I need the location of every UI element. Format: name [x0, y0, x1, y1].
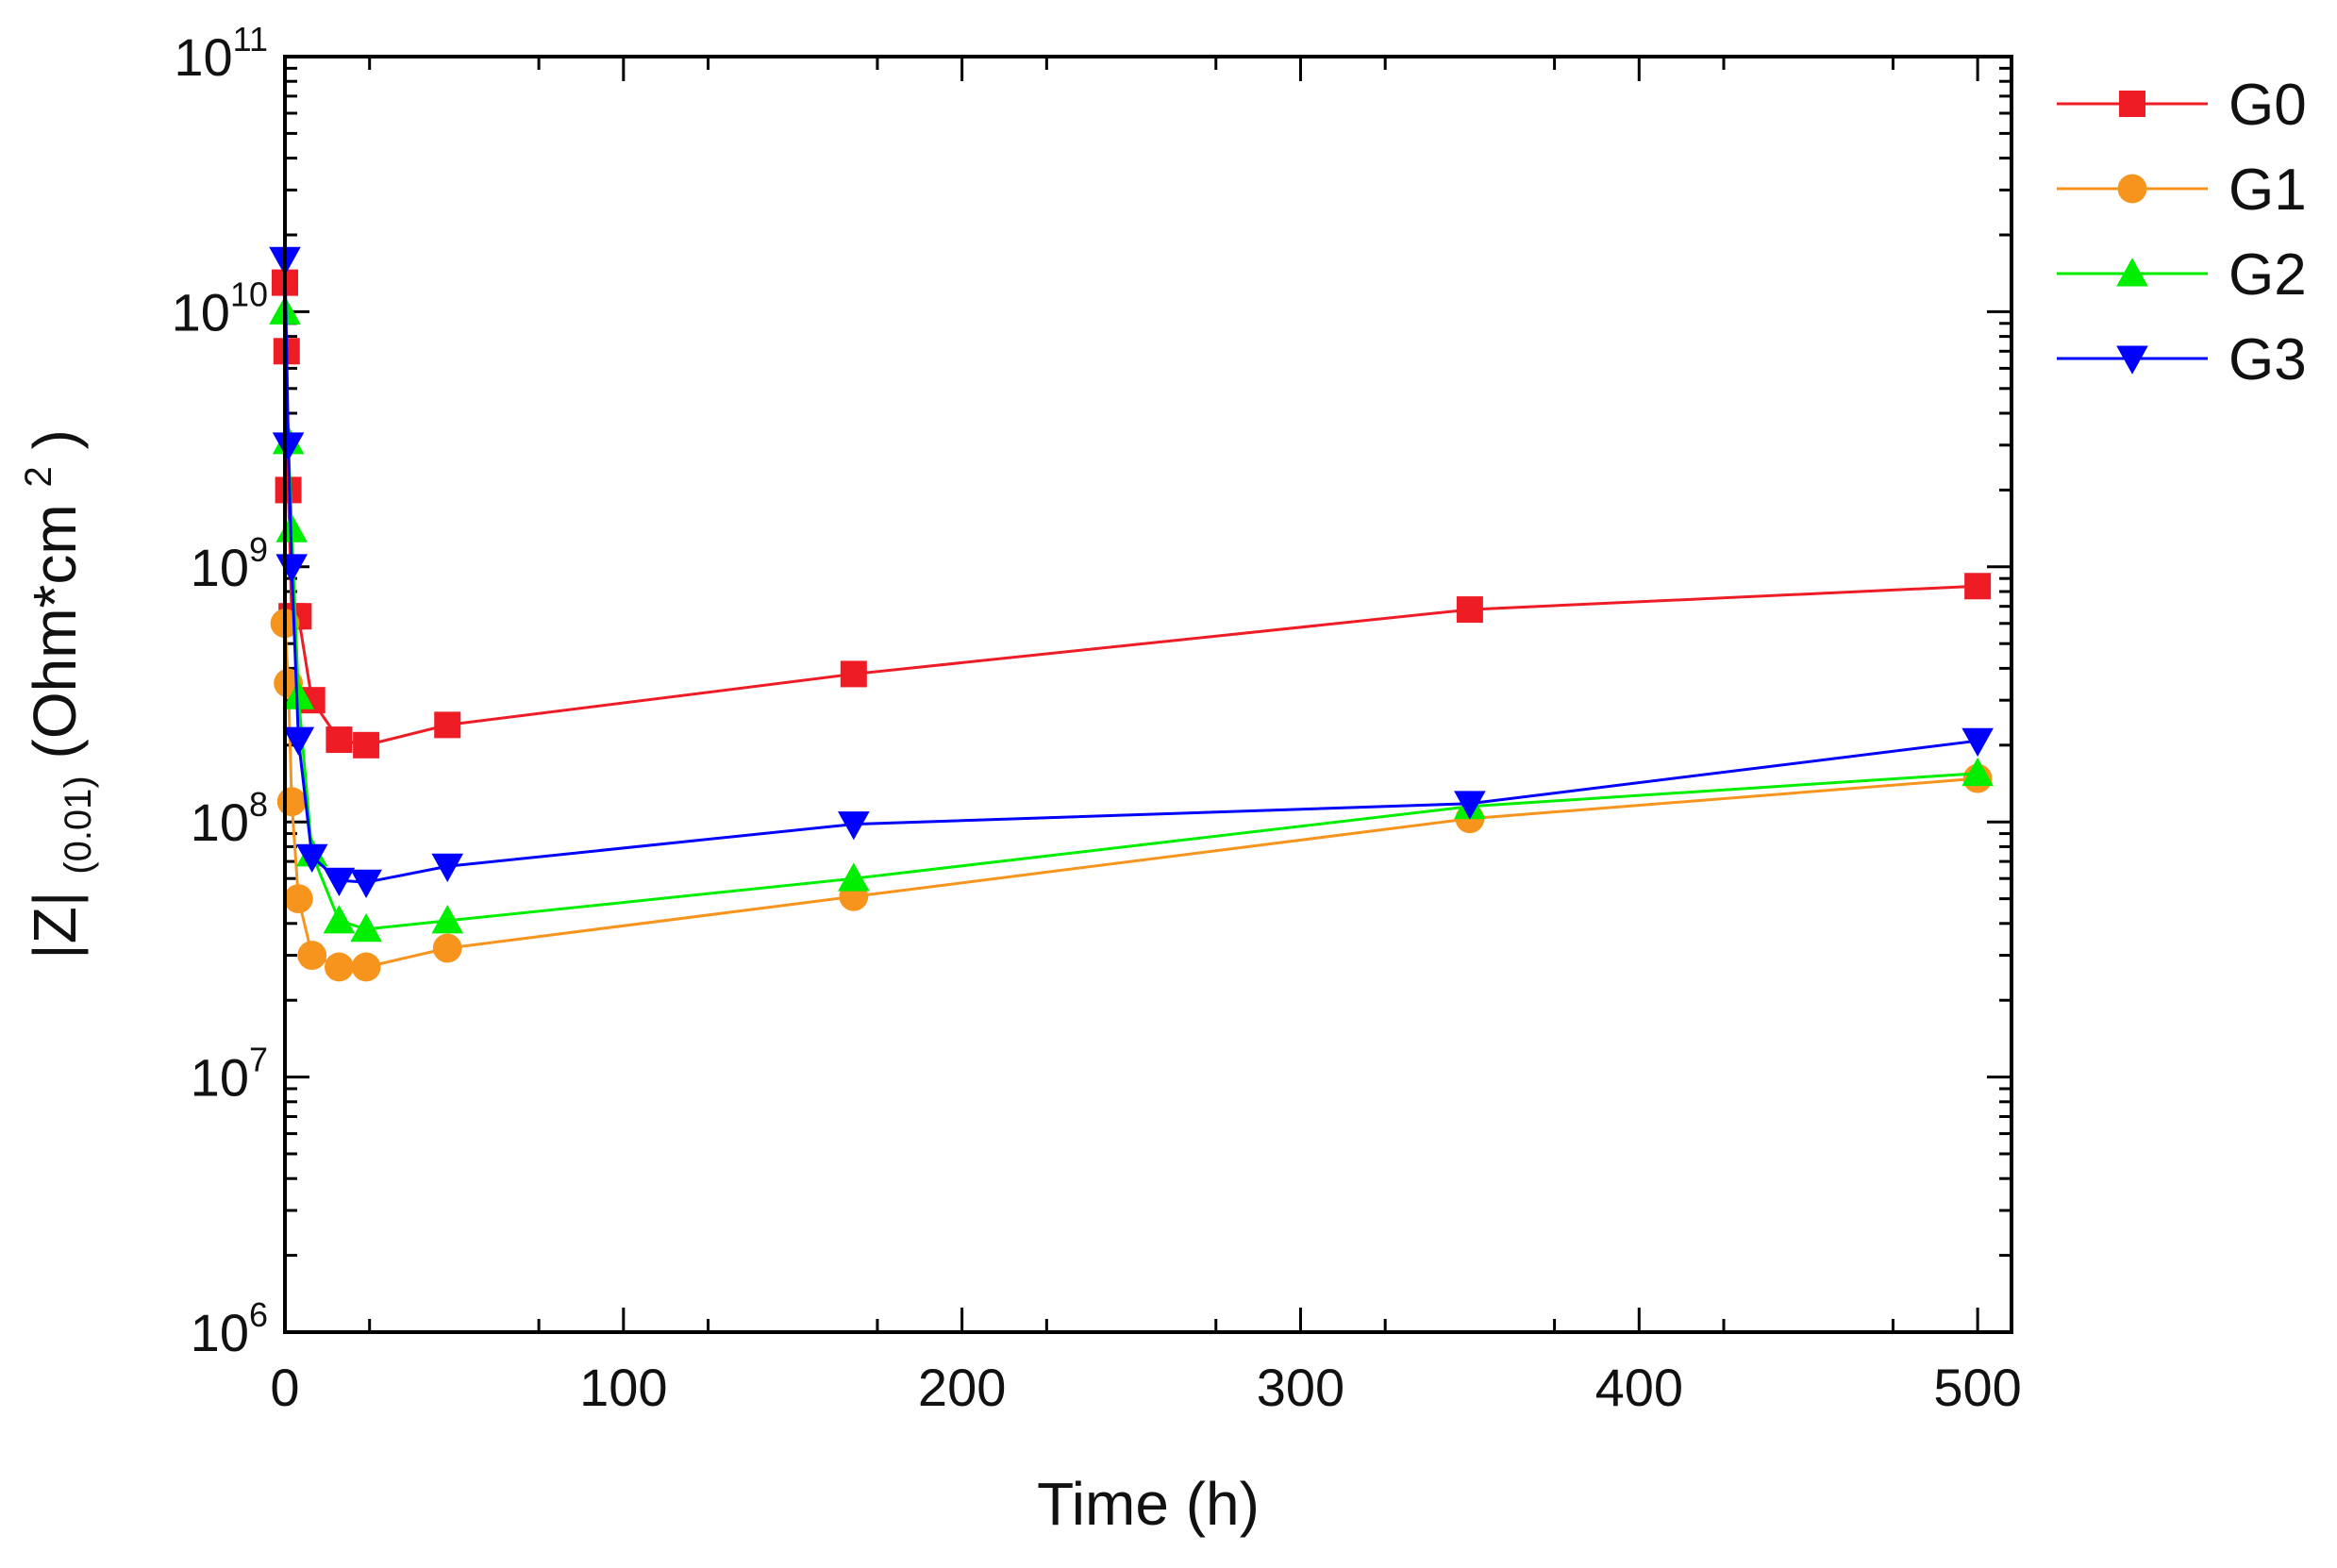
y-tick-label: 108 [191, 785, 268, 852]
data-point-G1 [351, 952, 381, 982]
y-tick-label-exponent: 8 [249, 785, 268, 824]
y-tick-label-base: 10 [191, 1303, 249, 1362]
data-point-G0 [353, 731, 380, 759]
y-tick-label-exponent: 7 [249, 1041, 268, 1079]
y-tick-label: 106 [191, 1295, 268, 1362]
data-point-G3 [350, 869, 382, 898]
y-tick-label: 1011 [174, 20, 268, 87]
data-point-G0 [1964, 573, 1992, 600]
legend-marker-G3 [2116, 345, 2148, 375]
legend-label: G0 [2228, 73, 2307, 138]
legend-label: G3 [2228, 327, 2307, 392]
y-axis-title-unit: (Ohm*cm [21, 504, 89, 759]
y-tick-label-base: 10 [191, 1048, 249, 1108]
y-tick-label: 1010 [172, 275, 268, 342]
legend-label: G1 [2228, 158, 2307, 223]
data-point-G0 [434, 711, 461, 739]
data-point-G3 [1454, 791, 1486, 820]
legend: G0 G1 G2 G3 [2057, 73, 2307, 392]
data-point-G3 [295, 843, 328, 873]
y-tick-label-exponent: 10 [230, 275, 268, 313]
data-point-G3 [1961, 727, 1994, 757]
plot-frame [283, 55, 2013, 1334]
data-point-G2 [431, 905, 464, 934]
data-point-G3 [282, 726, 315, 756]
data-point-G3 [323, 867, 356, 896]
y-axis-title-unit-end: ) [21, 429, 89, 449]
data-point-G2 [1961, 757, 1994, 787]
legend-marker-G1 [2117, 174, 2147, 204]
data-point-G2 [282, 680, 315, 709]
data-point-G0 [1456, 596, 1483, 624]
x-axis-ticks: 0 100 200 300 400 500 [270, 57, 2022, 1417]
x-tick-label: 400 [1595, 1358, 1683, 1417]
y-tick-label-exponent: 6 [249, 1295, 268, 1334]
x-axis-title: Time (h) [1037, 1470, 1260, 1538]
data-point-G2 [838, 862, 870, 892]
data-point-G3 [838, 811, 870, 841]
legend-label: G2 [2228, 242, 2307, 308]
x-tick-label: 500 [1933, 1358, 2021, 1417]
y-tick-label: 109 [191, 530, 268, 597]
y-tick-label-base: 10 [174, 27, 232, 87]
data-point-G2 [350, 913, 382, 942]
y-minor-ticks [285, 66, 2011, 1258]
legend-item-G3: G3 [2057, 327, 2307, 392]
x-tick-label: 100 [579, 1358, 667, 1417]
y-tick-label-exponent: 9 [249, 530, 268, 569]
y-axis-title-subscript: (0.01) [58, 776, 99, 875]
x-minor-ticks [368, 57, 1895, 1332]
data-point-G1 [297, 941, 327, 970]
series-G3 [269, 246, 1994, 898]
legend-marker-G0 [2119, 91, 2145, 117]
data-point-G0 [840, 660, 867, 688]
y-tick-label-base: 10 [172, 282, 230, 342]
data-point-G1 [432, 933, 462, 963]
y-axis-title-unit-sup: 2 [18, 466, 59, 487]
legend-item-G2: G2 [2057, 242, 2307, 308]
data-point-G3 [272, 432, 305, 461]
data-point-G1 [276, 787, 307, 817]
x-tick-label: 200 [918, 1358, 1006, 1417]
legend-item-G0: G0 [2057, 73, 2307, 138]
data-point-G1 [325, 952, 354, 982]
legend-item-G1: G1 [2057, 158, 2307, 223]
data-point-G0 [326, 726, 353, 754]
data-point-G3 [431, 853, 464, 883]
y-tick-label: 107 [191, 1041, 268, 1108]
x-tick-label: 300 [1257, 1358, 1344, 1417]
y-axis-title: |Z| (0.01) (Ohm*cm 2 ) [0, 429, 104, 959]
data-point-G2 [323, 905, 356, 934]
legend-marker-G2 [2116, 258, 2148, 287]
y-tick-label-exponent: 11 [233, 20, 268, 58]
y-tick-label-base: 10 [191, 538, 249, 597]
y-axis-title-main: |Z| [21, 892, 89, 959]
data-point-G1 [283, 884, 313, 913]
y-tick-label-base: 10 [191, 792, 249, 852]
x-tick-label: 0 [270, 1358, 299, 1417]
